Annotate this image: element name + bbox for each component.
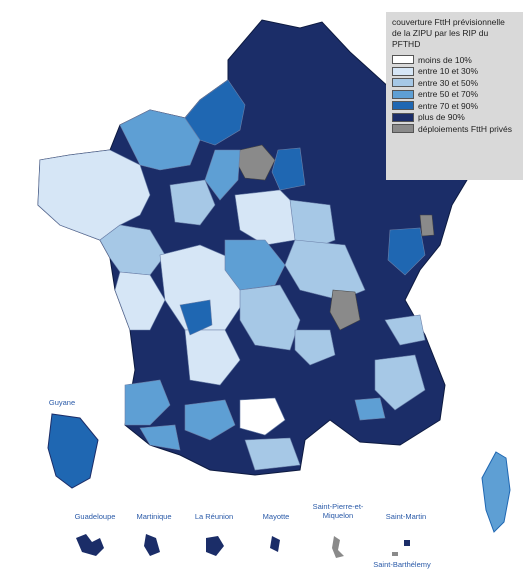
label-reunion: La Réunion [194,512,234,521]
martinique [144,534,160,556]
guyane [47,413,99,489]
mayotte [270,536,280,552]
region-gironde [124,379,171,426]
legend-swatch [392,78,414,88]
region-seine-maritime [184,79,246,146]
legend-swatch [392,55,414,65]
region-tarn [239,397,286,436]
legend-swatch [392,89,414,99]
region-puy-de-dome [294,329,336,366]
legend-item: entre 30 et 50% [392,77,517,89]
legend-item: entre 50 et 70% [392,89,517,101]
region-eure [204,149,241,201]
legend-item: plus de 90% [392,112,517,124]
saint-martin [404,540,410,546]
label-martinique: Martinique [136,512,172,521]
legend-swatch [392,112,414,122]
map-legend: couverture FttH prévisionnelle de la ZIP… [386,12,523,180]
guadeloupe [76,534,104,556]
region-limousin [184,329,241,386]
region-aude [244,437,301,471]
region-auvergne [239,284,301,351]
label-saint-barthelemy: Saint-Barthélemy [373,560,431,569]
legend-item: entre 70 et 90% [392,100,517,112]
saint-barthelemy [392,552,398,556]
region-ouest [99,224,166,276]
region-bretagne [37,149,151,241]
region-aube [271,147,306,191]
corse [481,451,511,533]
region-normandie [119,109,201,171]
region-landes [139,424,181,451]
label-guadeloupe: Guadeloupe [74,512,116,521]
legend-item: entre 10 et 30% [392,66,517,78]
saint-pierre-et-miquelon [332,536,344,558]
region-cher [224,239,286,291]
legend-item: moins de 10% [392,54,517,66]
region-sarthe [169,179,216,226]
label-saint-pierre-et-miquelon: Saint-Pierre-et- Miquelon [312,502,364,520]
legend-swatch [392,124,414,134]
region-herault [354,397,386,421]
label-mayotte: Mayotte [262,512,290,521]
legend-title: couverture FttH prévisionnelle de la ZIP… [392,17,505,49]
region-jura [387,227,426,276]
region-vendee [114,271,166,331]
label-guyane: Guyane [48,398,76,407]
region-indre [179,299,213,336]
legend-swatch [392,101,414,111]
region-haut-rhin [419,214,435,237]
reunion [206,536,224,556]
region-rhone [329,289,361,331]
region-dauphine [374,354,426,411]
legend-item: déploiements FttH privés [392,123,517,135]
label-saint-martin: Saint-Martin [385,512,427,521]
region-savoie [384,314,426,346]
legend-swatch [392,66,414,76]
region-gers [184,399,236,441]
